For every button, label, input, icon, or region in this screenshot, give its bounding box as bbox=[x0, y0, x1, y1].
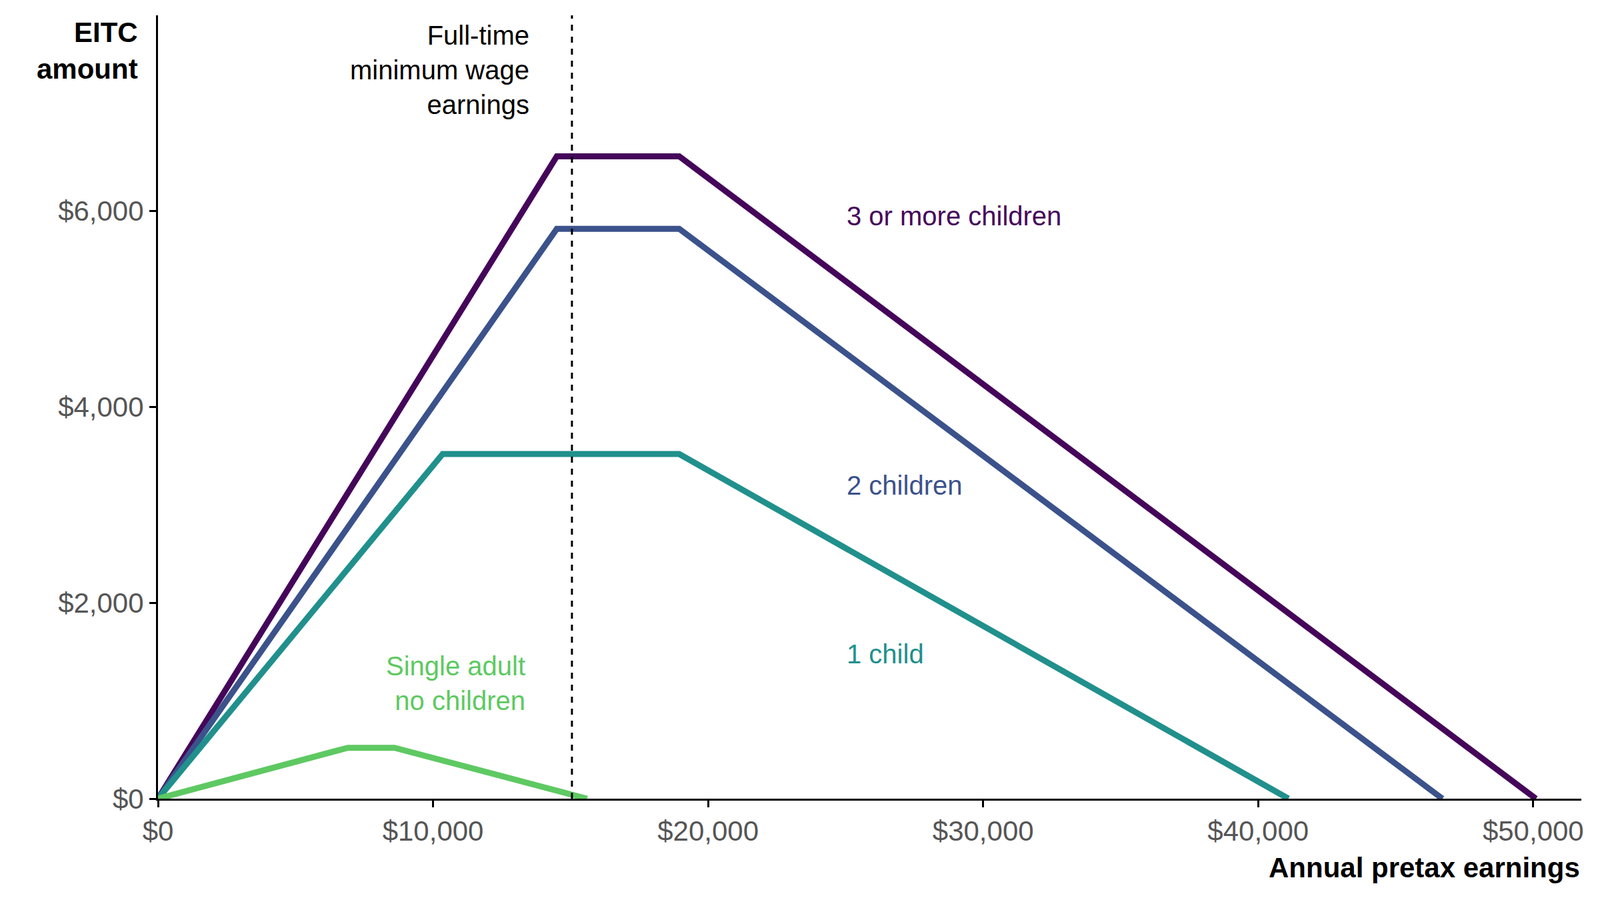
svg-text:EITCamount: EITCamount bbox=[36, 16, 138, 85]
svg-text:1 child: 1 child bbox=[846, 639, 924, 669]
svg-text:$0: $0 bbox=[142, 815, 174, 847]
svg-text:$50,000: $50,000 bbox=[1482, 815, 1584, 847]
svg-text:$40,000: $40,000 bbox=[1207, 815, 1309, 847]
svg-text:$10,000: $10,000 bbox=[382, 815, 484, 847]
svg-text:$2,000: $2,000 bbox=[58, 587, 144, 619]
svg-text:$6,000: $6,000 bbox=[58, 195, 144, 227]
svg-text:Full-timeminimum wageearnings: Full-timeminimum wageearnings bbox=[350, 20, 530, 120]
svg-text:$30,000: $30,000 bbox=[932, 815, 1034, 847]
svg-text:$4,000: $4,000 bbox=[58, 391, 144, 423]
svg-text:3 or more children: 3 or more children bbox=[846, 201, 1062, 231]
svg-text:$20,000: $20,000 bbox=[657, 815, 759, 847]
svg-text:Annual pretax earnings: Annual pretax earnings bbox=[1268, 852, 1580, 884]
svg-text:$0: $0 bbox=[112, 783, 144, 815]
svg-text:2 children: 2 children bbox=[846, 470, 962, 500]
svg-text:Single adultno children: Single adultno children bbox=[386, 651, 526, 716]
